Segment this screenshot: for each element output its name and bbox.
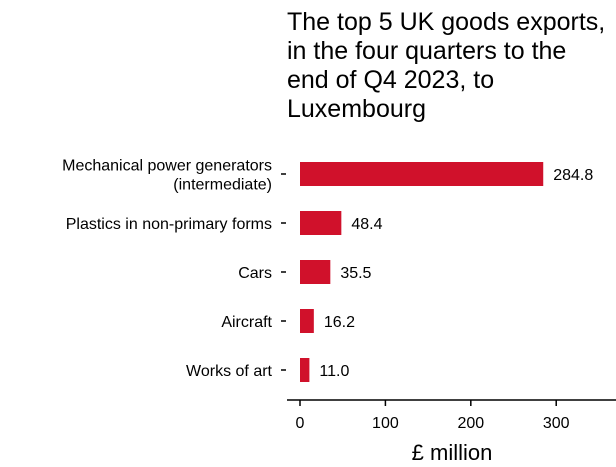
x-tick-label: 200 [457, 415, 484, 432]
data-labels: 284.8 48.4 35.5 16.2 11.0 [319, 167, 593, 380]
x-axis-title: £ million [412, 440, 493, 465]
y-tick-label-line: Works of art [186, 363, 273, 380]
bar [300, 211, 342, 235]
y-tick-label: Plastics in non-primary forms [66, 216, 272, 233]
y-tick-label: Aircraft [221, 314, 272, 331]
bar [300, 162, 544, 186]
x-tick-label: 100 [372, 415, 399, 432]
data-label: 284.8 [553, 167, 593, 184]
y-tick-label-line: Plastics in non-primary forms [66, 216, 272, 233]
data-label: 48.4 [351, 216, 382, 233]
bars [300, 162, 544, 382]
y-tick-label-line: Aircraft [221, 314, 272, 331]
y-tick-label-line: Mechanical power generators [62, 158, 272, 175]
x-tick-label: 300 [543, 415, 570, 432]
y-tick-label: Cars [238, 265, 272, 282]
bar [300, 260, 331, 284]
y-tick-label-line: (intermediate) [173, 177, 272, 194]
x-axis: 0 100 200 300 [287, 399, 616, 432]
data-label: 11.0 [319, 363, 349, 380]
x-tick-label: 0 [296, 415, 305, 432]
bar [300, 358, 310, 382]
y-tick-label: Works of art [186, 363, 273, 380]
data-label: 16.2 [324, 314, 355, 331]
bar [300, 309, 314, 333]
data-label: 35.5 [340, 265, 371, 282]
y-tick-label: Mechanical power generators (intermediate… [62, 158, 272, 194]
y-axis: Mechanical power generators (intermediate… [62, 158, 286, 380]
chart-title: The top 5 UK goods exports, in the four … [287, 8, 606, 123]
y-tick-label-line: Cars [238, 265, 272, 282]
